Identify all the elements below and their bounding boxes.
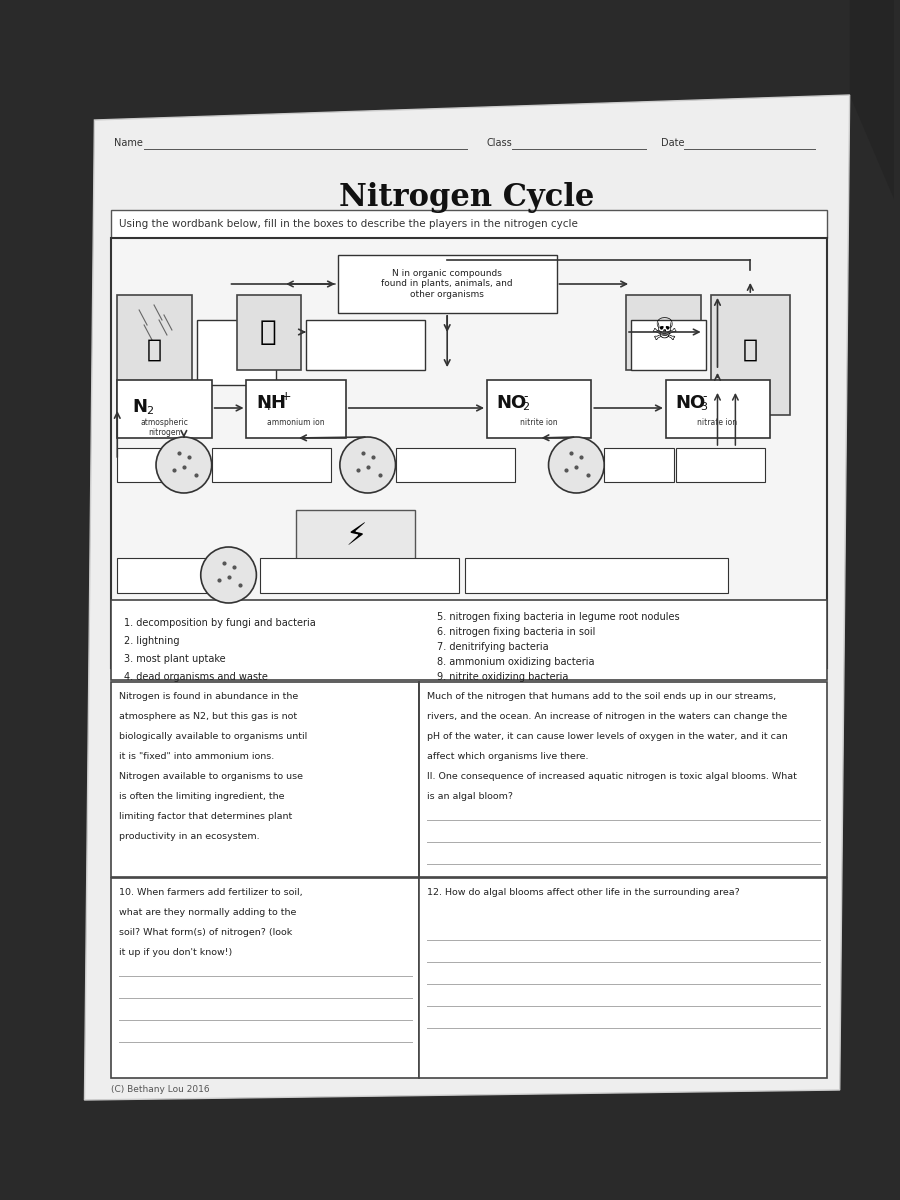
FancyBboxPatch shape [710,295,790,415]
Text: Name: Name [114,138,143,148]
FancyBboxPatch shape [395,448,515,482]
Text: -: - [703,390,707,403]
Text: it up if you don't know!): it up if you don't know!) [119,948,232,958]
Text: NH: NH [256,394,286,412]
Text: NO: NO [676,394,706,412]
Text: 2. lightning: 2. lightning [124,636,180,646]
Text: rivers, and the ocean. An increase of nitrogen in the waters can change the: rivers, and the ocean. An increase of ni… [428,712,788,721]
Text: 🌱: 🌱 [742,338,758,362]
Text: Using the wordbank below, fill in the boxes to describe the players in the nitro: Using the wordbank below, fill in the bo… [119,218,578,229]
Text: ☠: ☠ [650,318,678,347]
Text: (C) Bethany Lou 2016: (C) Bethany Lou 2016 [112,1085,210,1094]
Circle shape [156,437,212,493]
FancyBboxPatch shape [296,510,416,565]
Text: 4: 4 [264,402,271,412]
Text: productivity in an ecosystem.: productivity in an ecosystem. [119,832,260,841]
Text: nitrite ion: nitrite ion [520,418,557,427]
Text: Class: Class [487,138,513,148]
Polygon shape [850,0,895,200]
Text: N: N [132,398,148,416]
Text: II. One consequence of increased aquatic nitrogen is toxic algal blooms. What: II. One consequence of increased aquatic… [428,772,797,781]
Text: Much of the nitrogen that humans add to the soil ends up in our streams,: Much of the nitrogen that humans add to … [428,692,777,701]
FancyBboxPatch shape [260,558,459,593]
Text: atmospheric
nitrogen: atmospheric nitrogen [140,418,188,437]
Text: atmosphere as N2, but this gas is not: atmosphere as N2, but this gas is not [119,712,297,721]
FancyBboxPatch shape [117,380,212,438]
FancyBboxPatch shape [112,600,827,680]
Text: 🌿: 🌿 [147,338,161,362]
Circle shape [340,437,395,493]
Text: 2: 2 [522,402,529,412]
FancyBboxPatch shape [604,448,674,482]
Text: Nitrogen is found in abundance in the: Nitrogen is found in abundance in the [119,692,299,701]
FancyBboxPatch shape [247,380,346,438]
Text: 8. ammonium oxidizing bacteria: 8. ammonium oxidizing bacteria [437,658,595,667]
FancyBboxPatch shape [465,558,728,593]
Text: 6. nitrogen fixing bacteria in soil: 6. nitrogen fixing bacteria in soil [437,626,596,637]
Text: ammonium ion: ammonium ion [267,418,325,427]
FancyBboxPatch shape [626,295,700,370]
FancyBboxPatch shape [676,448,765,482]
Text: 12. How do algal blooms affect other life in the surrounding area?: 12. How do algal blooms affect other lif… [428,888,740,898]
Text: 10. When farmers add fertilizer to soil,: 10. When farmers add fertilizer to soil, [119,888,303,898]
Text: 3. most plant uptake: 3. most plant uptake [124,654,226,664]
Text: 5. nitrogen fixing bacteria in legume root nodules: 5. nitrogen fixing bacteria in legume ro… [437,612,680,622]
FancyBboxPatch shape [117,295,192,415]
FancyBboxPatch shape [112,238,827,668]
FancyBboxPatch shape [237,295,302,370]
FancyBboxPatch shape [117,448,175,482]
Text: 2: 2 [146,406,153,416]
Text: what are they normally adding to the: what are they normally adding to the [119,908,297,917]
Text: Nitrogen Cycle: Nitrogen Cycle [339,182,595,214]
Text: pH of the water, it can cause lower levels of oxygen in the water, and it can: pH of the water, it can cause lower leve… [428,732,788,740]
Text: 🍄: 🍄 [260,318,276,346]
Text: 9. nitrite oxidizing bacteria: 9. nitrite oxidizing bacteria [437,672,569,682]
Circle shape [548,437,604,493]
Text: ⚡: ⚡ [345,522,366,552]
Text: limiting factor that determines plant: limiting factor that determines plant [119,812,292,821]
Text: NO: NO [497,394,527,412]
Text: 4. dead organisms and waste: 4. dead organisms and waste [124,672,268,682]
FancyBboxPatch shape [212,448,331,482]
FancyBboxPatch shape [338,254,556,313]
FancyBboxPatch shape [112,878,419,1078]
Text: nitrate ion: nitrate ion [698,418,738,427]
Text: soil? What form(s) of nitrogen? (look: soil? What form(s) of nitrogen? (look [119,928,292,937]
Text: 7. denitrifying bacteria: 7. denitrifying bacteria [437,642,549,652]
FancyBboxPatch shape [197,320,276,385]
Text: 1. decomposition by fungi and bacteria: 1. decomposition by fungi and bacteria [124,618,316,628]
Text: Date: Date [661,138,684,148]
Text: biologically available to organisms until: biologically available to organisms unti… [119,732,308,740]
Circle shape [201,547,256,602]
FancyBboxPatch shape [306,320,426,370]
FancyBboxPatch shape [419,682,827,877]
FancyBboxPatch shape [419,878,827,1078]
FancyBboxPatch shape [112,682,419,877]
Text: Nitrogen available to organisms to use: Nitrogen available to organisms to use [119,772,303,781]
FancyBboxPatch shape [666,380,770,438]
Text: it is "fixed" into ammonium ions.: it is "fixed" into ammonium ions. [119,752,274,761]
FancyBboxPatch shape [631,320,706,370]
Text: +: + [280,390,291,403]
Text: is an algal bloom?: is an algal bloom? [428,792,513,802]
FancyBboxPatch shape [487,380,591,438]
Text: 3: 3 [700,402,707,412]
Text: -: - [524,390,528,403]
FancyBboxPatch shape [112,210,827,238]
Text: affect which organisms live there.: affect which organisms live there. [428,752,589,761]
Polygon shape [85,95,850,1100]
Text: N in organic compounds
found in plants, animals, and
other organisms: N in organic compounds found in plants, … [382,269,513,299]
Text: is often the limiting ingredient, the: is often the limiting ingredient, the [119,792,284,802]
FancyBboxPatch shape [117,558,217,593]
